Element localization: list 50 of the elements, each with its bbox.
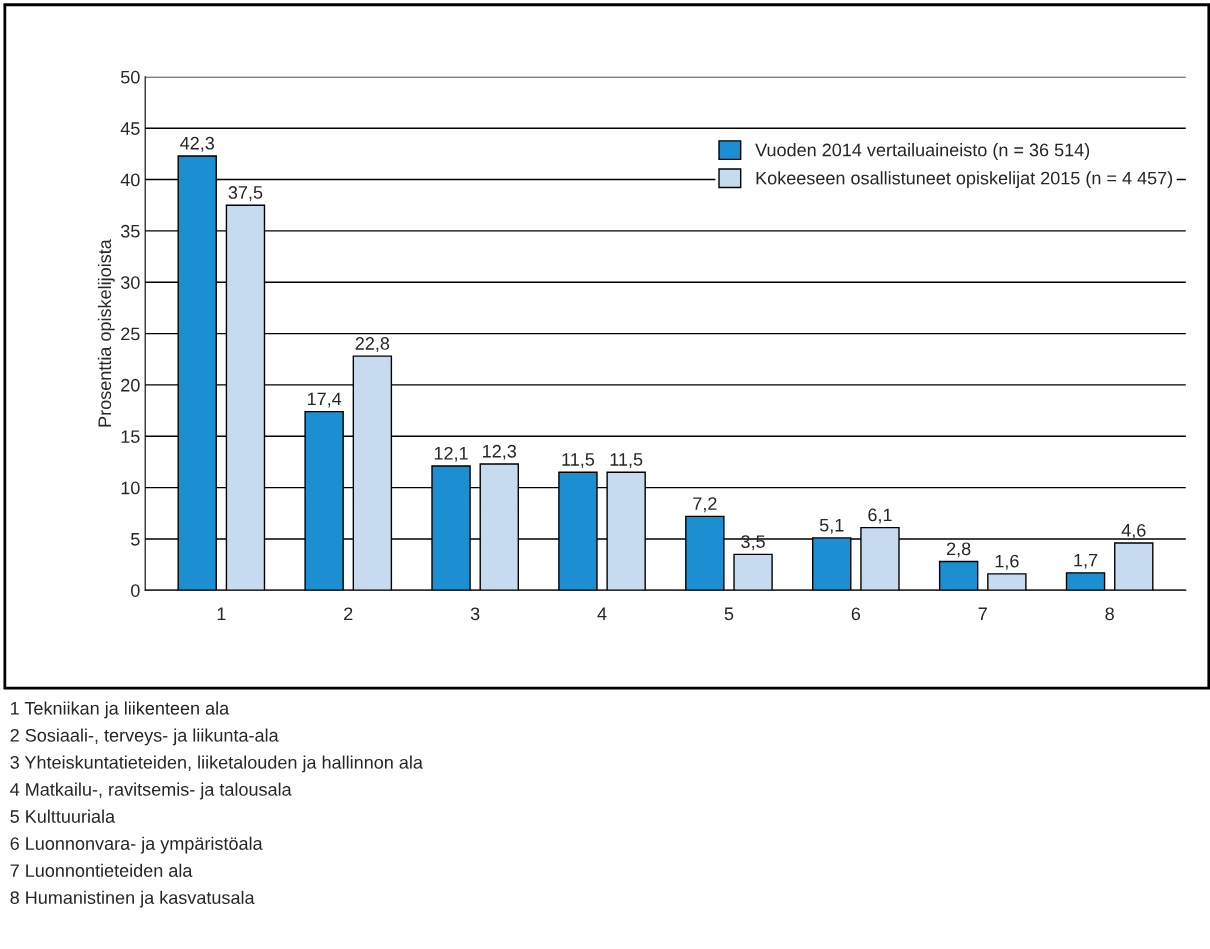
data-label: 2,8	[947, 542, 971, 558]
data-label: 22,8	[355, 337, 390, 352]
data-label: 17,4	[307, 392, 342, 408]
legend-label: Vuoden 2014 vertailuaineisto (n = 36 514)	[755, 143, 1090, 160]
x-tick-label: 6	[851, 607, 861, 621]
text: 7 Luonnontieteiden ala	[10, 863, 193, 877]
y-tick-label: 30	[120, 276, 140, 289]
bar	[987, 573, 1027, 591]
text: 4 Matkailu-, ravitsemis- ja talousala	[10, 782, 292, 800]
data-label: 11,5	[610, 453, 643, 468]
y-axis-title: Prosenttia opiskelijoista	[97, 239, 115, 427]
x-tick-label: 4	[597, 607, 607, 621]
text: 5 Kulttuuriala	[10, 809, 116, 823]
x-tick-label: 7	[978, 607, 987, 621]
y-tick-label: 35	[120, 224, 140, 238]
x-tick-label: 1	[217, 607, 226, 621]
y-tick-label: 15	[121, 430, 140, 443]
text: 2 Sosiaali-, terveys- ja liikunta-ala	[10, 728, 279, 746]
text: 1 Tekniikan ja liikenteen ala	[11, 701, 230, 719]
text: 8 Humanistinen ja kasvatusala	[10, 890, 255, 908]
data-label: 1,6	[995, 554, 1019, 570]
data-label: 42,3	[180, 136, 215, 152]
legend-label: Kokeeseen osallistuneet opiskelijat 2015 (n = 4 457)	[756, 171, 1173, 189]
data-label: 7,2	[693, 497, 717, 513]
data-label: 1,7	[1074, 553, 1098, 569]
bar	[1114, 542, 1154, 591]
x-tick-label: 8	[1105, 607, 1114, 621]
data-label: 12,3	[483, 444, 517, 460]
y-tick-label: 50	[120, 70, 140, 84]
y-tick-label: 20	[121, 378, 140, 392]
y-tick-label: 25	[121, 327, 140, 341]
text: 6 Luonnonvara- ja ympäristöala	[10, 836, 263, 854]
data-label: 11,5	[562, 453, 595, 468]
data-label: 12,1	[434, 446, 468, 462]
text: 3 Yhteiskuntatieteiden, liiketalouden ja hallinnon ala	[10, 755, 423, 773]
bar	[1065, 572, 1106, 591]
data-label: 5,1	[819, 518, 844, 534]
bar	[938, 560, 979, 591]
x-tick-label: 5	[724, 607, 734, 621]
y-tick-label: 0	[131, 584, 140, 597]
data-label: 6,1	[868, 508, 892, 524]
y-tick-label: 45	[120, 122, 140, 135]
data-label: 4,6	[1121, 523, 1146, 539]
y-tick-label: 5	[131, 533, 140, 546]
data-label: 37,5	[228, 186, 263, 202]
x-tick-label: 2	[344, 607, 353, 621]
y-tick-label: 10	[121, 481, 140, 495]
bar	[733, 553, 773, 591]
y-tick-label: 40	[120, 173, 140, 187]
x-tick-label: 3	[470, 607, 480, 621]
